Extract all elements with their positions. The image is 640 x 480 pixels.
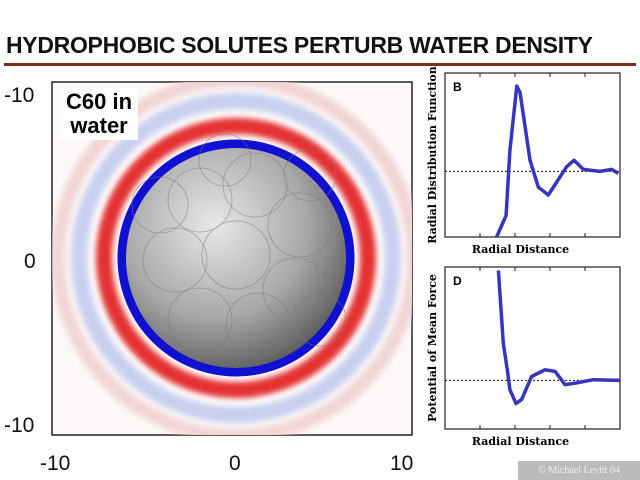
y-axis-label: Radial Distribution Function [426, 66, 439, 244]
outer-red-shell [52, 82, 412, 435]
chart-frame-D [444, 266, 621, 430]
title-underline [4, 63, 636, 66]
c60-sphere [126, 148, 346, 368]
x-tick: 0 [229, 452, 241, 475]
y-tick: -10 [4, 414, 35, 437]
x-tick: -10 [40, 452, 71, 475]
y-tick: -10 [4, 84, 35, 107]
panel-letter: B [453, 80, 462, 94]
x-axis-label: Radial Distance [472, 243, 569, 256]
chart-frame-B [444, 72, 621, 238]
x-tick: 10 [390, 452, 414, 475]
label-line-2: water [70, 113, 128, 138]
y-tick: 0 [24, 250, 36, 273]
blue-shell [117, 139, 355, 377]
molecule-label: C60 in water [60, 88, 139, 140]
outer-blue-shell [71, 93, 401, 423]
red-shell [96, 118, 376, 398]
series-line-B [494, 84, 620, 238]
panel-letter: D [453, 274, 462, 288]
slide-title: HYDROPHOBIC SOLUTES PERTURB WATER DENSIT… [6, 32, 593, 58]
label-line-1: C60 in [66, 89, 133, 114]
y-axis-label: Potential of Mean Force [426, 274, 439, 422]
copyright: © Michael Levitt 04 [518, 461, 640, 480]
x-axis-label: Radial Distance [472, 435, 569, 448]
c60-atom-outlines [131, 133, 347, 358]
